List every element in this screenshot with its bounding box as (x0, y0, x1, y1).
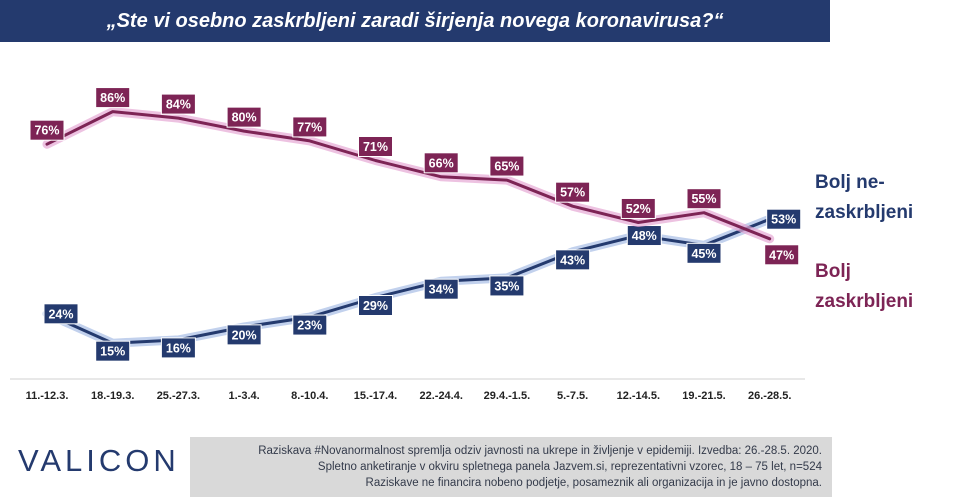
x-tick-label: 25.-27.3. (157, 390, 200, 402)
series-line-bolj-zaskrbljeni (45, 110, 772, 241)
data-label: 57% (560, 186, 585, 200)
data-label-box (43, 303, 79, 325)
data-label-box (620, 197, 656, 219)
data-label-box (555, 181, 591, 203)
data-label: 76% (34, 124, 59, 138)
x-tick-label: 22.-24.4. (419, 390, 462, 402)
x-tick-label: 29.4.-1.5. (484, 390, 530, 402)
data-label-box (555, 249, 591, 271)
data-label-box (226, 106, 262, 128)
x-tick-label: 18.-19.3. (91, 390, 134, 402)
x-tick-label: 1.-3.4. (229, 390, 260, 402)
legend-bolj-nezaskrbljeni: Bolj ne- zaskrbljeni (815, 172, 914, 223)
x-tick-label: 26.-28.5. (748, 390, 791, 402)
data-label: 52% (626, 202, 651, 216)
data-label-box (358, 136, 393, 157)
legend-bolj-zaskrbljeni: Bolj zaskrbljeni (815, 261, 914, 312)
footer-line-3: Raziskave ne financira nobeno podjetje, … (365, 477, 822, 489)
data-label-box (489, 155, 525, 177)
data-label-box (29, 119, 65, 141)
data-label: 43% (560, 253, 585, 267)
data-label-box (160, 93, 196, 115)
data-label-box (95, 87, 131, 109)
data-label-box (226, 324, 262, 346)
data-label-box (358, 295, 393, 316)
data-label-box (686, 188, 722, 210)
x-tick-label: 5.-7.5. (557, 390, 588, 402)
x-tick-label: 15.-17.4. (354, 390, 397, 402)
data-label-box (292, 116, 328, 138)
data-label: 48% (632, 229, 657, 243)
x-tick-label: 12.-14.5. (617, 390, 660, 402)
data-label: 35% (494, 279, 519, 293)
footer-line-1: Raziskava #Novanormalnost spremlja odziv… (258, 445, 822, 457)
footer-note: Raziskava #Novanormalnost spremlja odziv… (190, 437, 832, 497)
data-label: 23% (297, 319, 322, 333)
x-tick-label: 11.-12.3. (26, 390, 69, 402)
data-label: 84% (166, 98, 191, 112)
data-label: 15% (100, 345, 125, 359)
data-label: 53% (771, 213, 796, 227)
data-label: 16% (166, 341, 191, 355)
data-label-box (423, 152, 459, 174)
data-label-box (423, 278, 459, 300)
data-label: 65% (494, 160, 519, 174)
x-tick-label: 19.-21.5. (682, 390, 725, 402)
data-label: 29% (363, 299, 388, 313)
line-chart: 11.-12.3. 18.-19.3. 25.-27.3. 1.-3.4. 8.-10.… (10, 87, 805, 402)
data-label-box (95, 340, 131, 362)
data-label: 55% (691, 192, 716, 206)
data-label: 77% (297, 120, 322, 134)
data-label: 45% (691, 247, 716, 261)
data-label: 24% (48, 307, 73, 321)
x-tick-label: 8.-10.4. (291, 390, 328, 402)
data-label-box (489, 275, 525, 297)
data-label-box (686, 242, 722, 264)
chart-title: „Ste vi osebno zaskrbljeni zaradi širjen… (106, 9, 724, 32)
title-bar: „Ste vi osebno zaskrbljeni zaradi širjen… (0, 0, 830, 42)
data-label: 47% (769, 248, 794, 262)
valicon-logo: VALICON (18, 443, 180, 478)
data-label: 86% (100, 91, 125, 105)
data-label-box (766, 208, 802, 230)
data-label: 20% (232, 328, 257, 342)
data-label-box (160, 337, 196, 359)
data-label: 80% (232, 111, 257, 125)
data-label: 66% (429, 156, 454, 170)
footer-line-2: Spletno anketiranje v okviru spletnega p… (317, 461, 822, 473)
data-label: 34% (429, 283, 454, 297)
data-label: 71% (363, 140, 388, 154)
data-label-box (764, 244, 800, 266)
data-label-box (292, 314, 328, 336)
